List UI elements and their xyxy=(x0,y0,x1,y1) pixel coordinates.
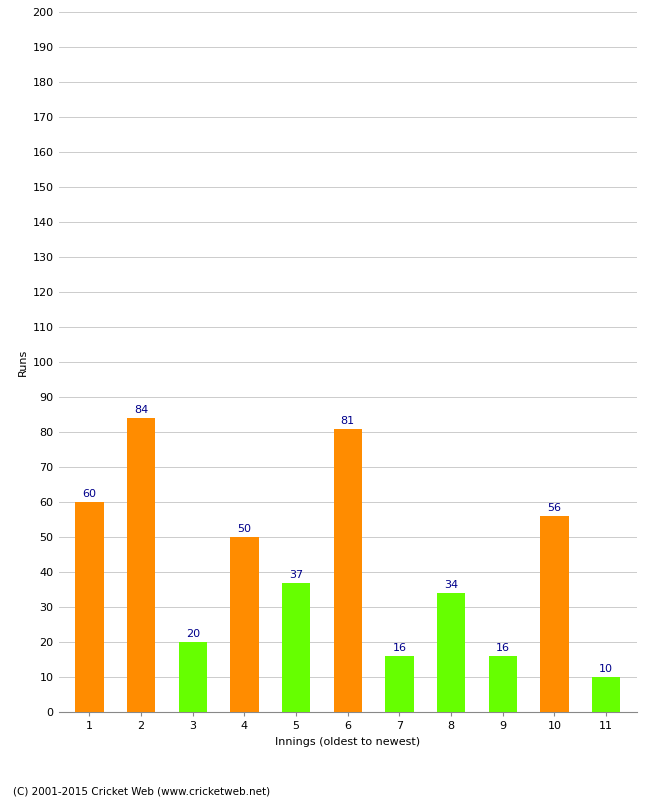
Y-axis label: Runs: Runs xyxy=(18,348,29,376)
Text: 34: 34 xyxy=(444,580,458,590)
Bar xyxy=(385,656,413,712)
Bar xyxy=(179,642,207,712)
Bar xyxy=(592,677,620,712)
Text: (C) 2001-2015 Cricket Web (www.cricketweb.net): (C) 2001-2015 Cricket Web (www.cricketwe… xyxy=(13,786,270,796)
Bar xyxy=(230,537,259,712)
Text: 16: 16 xyxy=(393,643,406,653)
Bar xyxy=(127,418,155,712)
Text: 81: 81 xyxy=(341,416,355,426)
Text: 16: 16 xyxy=(496,643,510,653)
Text: 56: 56 xyxy=(547,503,562,514)
Text: 50: 50 xyxy=(237,524,252,534)
X-axis label: Innings (oldest to newest): Innings (oldest to newest) xyxy=(275,737,421,746)
Text: 84: 84 xyxy=(134,405,148,415)
Bar xyxy=(333,429,362,712)
Bar xyxy=(75,502,104,712)
Text: 60: 60 xyxy=(83,490,96,499)
Bar xyxy=(282,582,310,712)
Text: 20: 20 xyxy=(186,629,200,639)
Text: 10: 10 xyxy=(599,664,613,674)
Bar xyxy=(489,656,517,712)
Text: 37: 37 xyxy=(289,570,303,580)
Bar xyxy=(540,516,569,712)
Bar xyxy=(437,593,465,712)
